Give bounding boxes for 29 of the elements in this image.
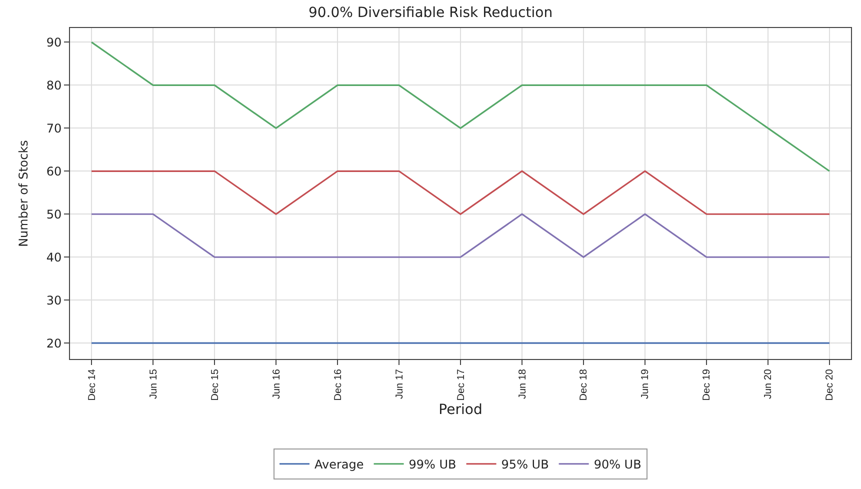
legend-label: 95% UB bbox=[501, 458, 549, 472]
legend-label: 90% UB bbox=[594, 458, 642, 472]
x-tick-label: Dec 20 bbox=[824, 368, 836, 401]
y-tick-label: 60 bbox=[46, 164, 62, 178]
y-axis-title: Number of Stocks bbox=[16, 140, 31, 247]
y-tick-label: 20 bbox=[46, 336, 62, 350]
x-tick-label: Jun 17 bbox=[394, 368, 406, 400]
y-tick-label: 80 bbox=[46, 78, 62, 92]
y-tick-label: 30 bbox=[46, 293, 62, 308]
x-tick-label: Dec 15 bbox=[210, 368, 221, 401]
x-tick-label: Jun 19 bbox=[640, 368, 652, 400]
y-tick-label: 70 bbox=[46, 121, 62, 136]
y-tick-label: 40 bbox=[46, 250, 62, 264]
x-tick-label: Jun 20 bbox=[763, 368, 774, 400]
x-axis-title: Period bbox=[438, 402, 482, 418]
chart-title: 90.0% Diversifiable Risk Reduction bbox=[308, 5, 553, 22]
x-tick-label: Jun 15 bbox=[148, 368, 160, 400]
y-tick-label: 90 bbox=[46, 35, 62, 50]
x-tick-label: Dec 18 bbox=[578, 368, 590, 401]
x-tick-label: Dec 17 bbox=[456, 368, 467, 401]
x-tick-label: Dec 19 bbox=[702, 368, 713, 401]
line-series bbox=[90, 41, 830, 172]
x-tick-label: Dec 14 bbox=[86, 368, 98, 401]
y-tick-label: 50 bbox=[46, 207, 62, 222]
legend-label: 99% UB bbox=[408, 458, 456, 472]
x-tick-label: Jun 16 bbox=[271, 368, 282, 400]
x-tick-label: Dec 16 bbox=[332, 368, 344, 401]
legend-label: Average bbox=[314, 458, 364, 472]
x-tick-label: Jun 18 bbox=[517, 368, 528, 400]
